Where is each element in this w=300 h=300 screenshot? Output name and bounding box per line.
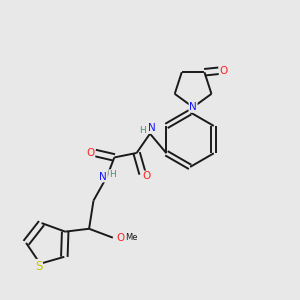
Text: O: O <box>142 171 151 181</box>
Text: N: N <box>100 172 107 182</box>
Text: H: H <box>139 126 146 135</box>
Text: N: N <box>148 123 155 133</box>
Text: O: O <box>219 66 228 76</box>
Text: S: S <box>35 260 42 273</box>
Text: O: O <box>116 233 125 243</box>
Text: H: H <box>109 170 116 179</box>
Text: Me: Me <box>125 233 138 242</box>
Text: N: N <box>189 102 197 112</box>
Text: O: O <box>86 148 95 158</box>
